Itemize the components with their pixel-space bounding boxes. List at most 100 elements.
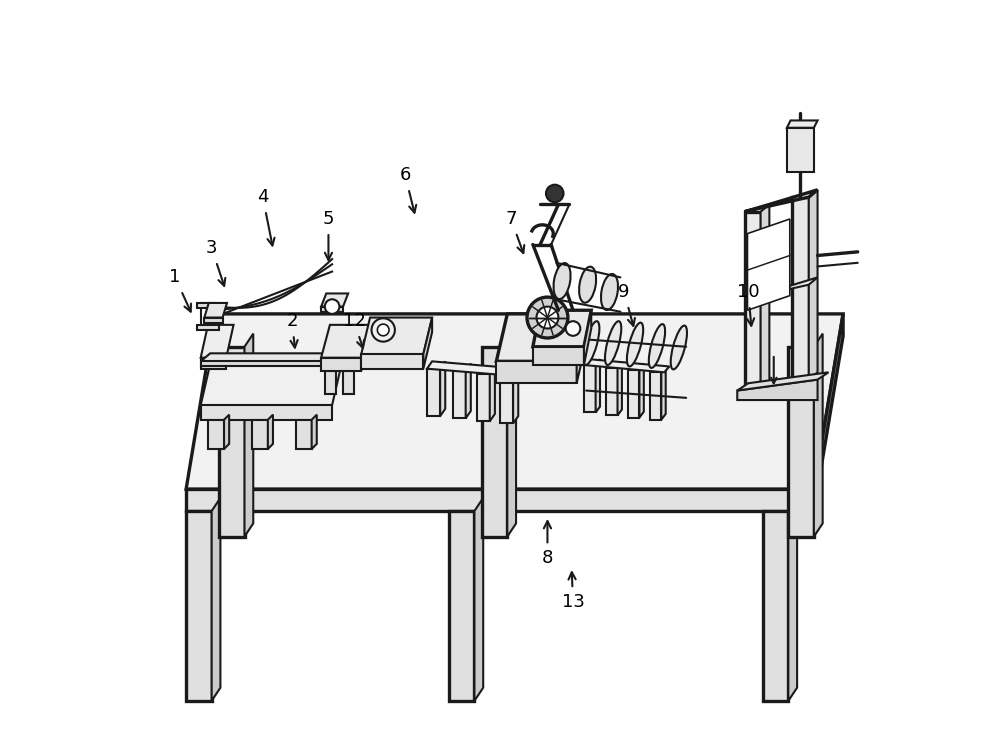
Polygon shape — [814, 314, 843, 511]
Polygon shape — [252, 420, 268, 449]
Polygon shape — [737, 372, 828, 391]
Polygon shape — [584, 365, 596, 412]
Polygon shape — [453, 371, 466, 418]
Polygon shape — [449, 511, 474, 701]
Text: 1: 1 — [169, 269, 191, 312]
Circle shape — [377, 324, 389, 336]
Polygon shape — [186, 314, 843, 489]
Ellipse shape — [579, 266, 596, 303]
Polygon shape — [201, 353, 353, 361]
Polygon shape — [268, 415, 273, 449]
Polygon shape — [201, 358, 226, 369]
Polygon shape — [186, 511, 212, 701]
Polygon shape — [792, 197, 809, 380]
Circle shape — [566, 321, 580, 336]
Polygon shape — [596, 359, 600, 412]
Polygon shape — [513, 369, 518, 423]
Text: 13: 13 — [562, 572, 584, 611]
Polygon shape — [639, 364, 644, 418]
Polygon shape — [427, 369, 440, 416]
Ellipse shape — [601, 274, 618, 310]
Polygon shape — [197, 303, 215, 308]
Polygon shape — [219, 347, 244, 537]
Polygon shape — [321, 325, 370, 358]
Polygon shape — [197, 325, 219, 330]
Text: 6: 6 — [399, 166, 416, 212]
Polygon shape — [440, 361, 445, 416]
Polygon shape — [584, 310, 591, 365]
Polygon shape — [661, 366, 666, 420]
Polygon shape — [482, 347, 507, 537]
Polygon shape — [618, 362, 622, 415]
Polygon shape — [224, 415, 229, 449]
Polygon shape — [212, 498, 220, 701]
Polygon shape — [474, 498, 483, 701]
Circle shape — [536, 307, 558, 328]
Polygon shape — [761, 204, 769, 391]
Polygon shape — [745, 212, 761, 391]
Polygon shape — [312, 415, 317, 449]
Ellipse shape — [583, 321, 599, 365]
Polygon shape — [507, 334, 516, 537]
Polygon shape — [361, 325, 370, 371]
Ellipse shape — [671, 326, 687, 369]
Polygon shape — [533, 347, 584, 365]
Text: 2: 2 — [286, 312, 298, 347]
Polygon shape — [788, 347, 814, 537]
Polygon shape — [466, 364, 471, 418]
Polygon shape — [496, 361, 577, 383]
Polygon shape — [533, 310, 591, 347]
Polygon shape — [584, 359, 669, 372]
Polygon shape — [788, 498, 797, 701]
Polygon shape — [496, 314, 588, 361]
Ellipse shape — [554, 263, 571, 299]
Polygon shape — [201, 361, 343, 366]
Polygon shape — [628, 370, 639, 418]
Polygon shape — [423, 318, 432, 369]
Polygon shape — [745, 277, 818, 299]
Text: 10: 10 — [737, 283, 760, 326]
Polygon shape — [737, 380, 818, 400]
Polygon shape — [321, 358, 361, 371]
Text: 5: 5 — [323, 210, 334, 260]
Polygon shape — [343, 371, 354, 394]
Polygon shape — [204, 318, 223, 323]
Text: 9: 9 — [618, 283, 635, 326]
Polygon shape — [745, 190, 818, 212]
Polygon shape — [747, 219, 790, 310]
Polygon shape — [787, 128, 814, 172]
Ellipse shape — [605, 321, 621, 365]
Circle shape — [325, 299, 339, 314]
Polygon shape — [321, 307, 343, 312]
Polygon shape — [296, 420, 312, 449]
Polygon shape — [204, 303, 227, 318]
Polygon shape — [500, 376, 513, 423]
Polygon shape — [321, 293, 348, 307]
Polygon shape — [477, 374, 490, 421]
Polygon shape — [201, 358, 343, 405]
Polygon shape — [577, 314, 588, 383]
Polygon shape — [427, 361, 520, 376]
Circle shape — [527, 297, 568, 338]
Circle shape — [546, 185, 564, 202]
Polygon shape — [809, 190, 818, 380]
Polygon shape — [201, 405, 332, 420]
Polygon shape — [606, 368, 618, 415]
Polygon shape — [208, 420, 224, 449]
Ellipse shape — [627, 323, 643, 366]
Text: 3: 3 — [206, 239, 225, 286]
Ellipse shape — [649, 324, 665, 368]
Polygon shape — [361, 318, 432, 354]
Polygon shape — [325, 371, 336, 394]
Text: 8: 8 — [542, 521, 553, 567]
Polygon shape — [650, 372, 661, 420]
Polygon shape — [201, 325, 234, 358]
Polygon shape — [490, 366, 495, 421]
Text: 7: 7 — [505, 210, 524, 253]
Text: 4: 4 — [257, 188, 275, 245]
Polygon shape — [244, 334, 253, 537]
Polygon shape — [814, 334, 823, 537]
Polygon shape — [787, 120, 818, 128]
Polygon shape — [763, 511, 788, 701]
Circle shape — [372, 318, 395, 342]
